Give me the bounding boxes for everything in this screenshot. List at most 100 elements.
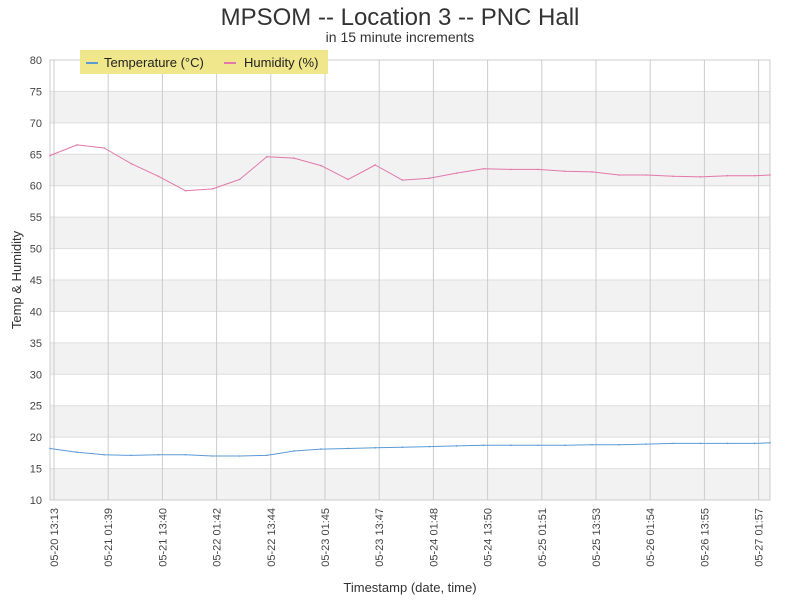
legend-label-humidity: Humidity (%): [244, 55, 318, 70]
temperature-point: [293, 450, 295, 452]
y-tick-label: 70: [30, 118, 42, 130]
y-tick-label: 30: [30, 369, 42, 381]
temperature-point: [347, 447, 349, 450]
grid-band: [50, 405, 770, 438]
humidity-point: [157, 175, 160, 178]
x-tick-label: 05-20 13:13: [49, 508, 61, 567]
grid-band: [50, 217, 770, 249]
plot-frame: [49, 59, 771, 501]
temperature-point: [103, 453, 105, 456]
x-tick-label: 05-26 01:54: [645, 508, 657, 567]
temperature-point: [726, 442, 729, 445]
grid-band: [50, 468, 770, 500]
y-tick-label: 25: [30, 401, 42, 413]
y-tick-label: 10: [30, 495, 42, 507]
humidity-point: [672, 175, 675, 178]
temperature-point: [645, 443, 647, 445]
temperature-point: [49, 447, 51, 450]
humidity-point: [76, 144, 78, 146]
humidity-point: [320, 164, 322, 167]
temperature-point: [130, 454, 133, 457]
grid-band: [50, 374, 770, 406]
humidity-point: [347, 178, 349, 181]
x-tick-labels: 05-20 13:13 05-21 01:39 05-21 13:40 05-22 0…: [49, 508, 766, 567]
humidity-point: [482, 167, 485, 170]
x-axis-label: Timestamp (date, time): [343, 580, 476, 595]
grid-band: [50, 342, 770, 375]
y-tick-labels: 10 15 20 25 30 35 40 45 50 55 60 65 70 75 80: [30, 55, 42, 507]
humidity-point: [564, 170, 566, 173]
temperature-point: [672, 442, 675, 445]
humidity-point: [293, 157, 295, 159]
humidity-point: [537, 168, 539, 171]
x-tick-label: 05-25 01:51: [537, 508, 549, 567]
temperature-point: [374, 447, 377, 449]
humidity-point: [699, 176, 702, 178]
humidity-point: [753, 174, 756, 177]
y-tick-label: 20: [30, 432, 42, 444]
humidity-point: [266, 156, 268, 158]
humidity-point: [618, 174, 620, 176]
y-tick-label: 55: [30, 212, 42, 224]
x-tick-label: 05-27 01:57: [754, 508, 766, 567]
temperature-point: [428, 445, 431, 448]
humidity-point: [49, 154, 51, 157]
x-tick-label: 05-21 01:39: [103, 508, 115, 567]
grid-band: [50, 311, 770, 343]
temperature-point: [591, 443, 593, 446]
temperature-point: [157, 453, 160, 456]
temperature-point: [76, 451, 78, 454]
vertical-gridlines: [53, 60, 760, 500]
y-tick-label: 40: [30, 306, 42, 318]
x-tick-label: 05-22 01:42: [212, 508, 224, 567]
x-tick-label: 05-26 13:55: [699, 508, 711, 567]
humidity-point: [401, 179, 404, 181]
y-tick-label: 45: [30, 275, 42, 287]
temperature-point: [401, 446, 404, 449]
temperature-point: [238, 455, 241, 457]
y-axis-label: Temp & Humidity: [9, 230, 24, 329]
temperature-point: [537, 444, 539, 447]
series-lines: [49, 144, 771, 457]
humidity-point: [645, 174, 647, 176]
y-tick-label: 60: [30, 181, 42, 193]
temperature-point: [211, 455, 214, 457]
temperature-point: [769, 442, 771, 444]
humidity-point: [769, 174, 771, 176]
x-tick-label: 05-24 13:50: [483, 508, 495, 567]
x-tick-label: 05-21 13:40: [157, 508, 169, 567]
y-tick-label: 50: [30, 244, 42, 256]
temperature-point: [618, 443, 620, 446]
grid-band: [50, 91, 770, 123]
y-tick-label: 35: [30, 338, 42, 350]
temperature-point: [320, 448, 322, 450]
x-tick-label: 05-22 13:44: [266, 508, 278, 567]
y-tick-label: 65: [30, 149, 42, 161]
grid-band: [50, 248, 770, 280]
legend: Temperature (°C) Humidity (%): [80, 50, 328, 74]
y-tick-label: 75: [30, 86, 42, 98]
grid-band: [50, 280, 770, 312]
temperature-point: [184, 453, 187, 456]
humidity-point: [103, 147, 105, 149]
humidity-point: [591, 171, 593, 173]
humidity-point: [509, 168, 512, 171]
x-tick-label: 05-23 01:45: [320, 508, 332, 567]
grid-band: [50, 185, 770, 218]
temperature-point: [266, 454, 268, 457]
humidity-point: [184, 189, 187, 192]
x-tick-label: 05-23 13:47: [374, 508, 386, 567]
legend-box: [80, 50, 328, 74]
temperature-point: [509, 444, 512, 447]
y-tick-label: 80: [30, 55, 42, 67]
temperature-point: [455, 445, 458, 447]
grid-band: [50, 154, 770, 186]
humidity-line: [49, 144, 771, 192]
humidity-point: [455, 172, 458, 174]
grid-band: [50, 122, 770, 155]
temperature-point: [699, 442, 702, 445]
humidity-point: [428, 177, 431, 179]
humidity-point: [726, 174, 729, 177]
temperature-point: [753, 442, 756, 445]
